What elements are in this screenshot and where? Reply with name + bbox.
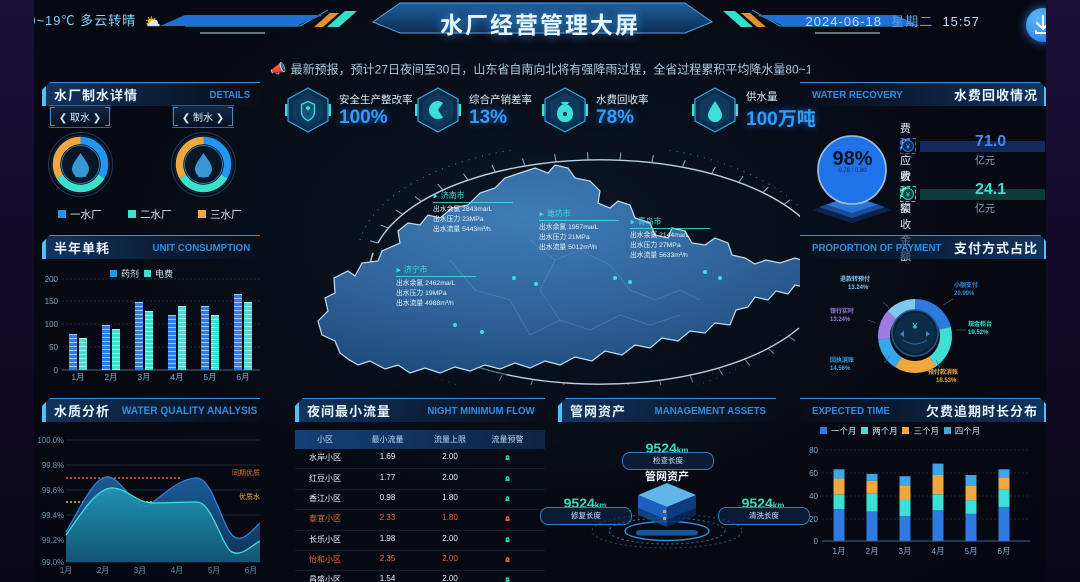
- svg-text:1月: 1月: [832, 546, 845, 556]
- svg-text:5月: 5月: [208, 566, 220, 575]
- svg-text:20.99%: 20.99%: [954, 291, 975, 297]
- svg-text:2月: 2月: [97, 566, 109, 575]
- svg-text:100: 100: [45, 320, 59, 329]
- svg-text:2月: 2月: [865, 546, 878, 556]
- svg-text:13.24%: 13.24%: [830, 317, 851, 323]
- svg-text:20: 20: [809, 515, 818, 524]
- svg-text:200: 200: [45, 275, 59, 284]
- svg-text:100.0%: 100.0%: [38, 436, 65, 445]
- svg-text:0: 0: [814, 537, 819, 546]
- svg-text:18.53%: 18.53%: [936, 378, 957, 384]
- svg-text:退款转预付: 退款转预付: [840, 275, 870, 283]
- svg-text:¥: ¥: [906, 192, 910, 199]
- svg-text:150: 150: [45, 297, 59, 306]
- svg-text:管网资产: 管网资产: [645, 469, 689, 483]
- svg-text:3月: 3月: [134, 566, 146, 575]
- svg-text:99.6%: 99.6%: [42, 486, 64, 495]
- svg-text:同期优质水源: 同期优质水源: [232, 468, 260, 477]
- svg-text:0: 0: [54, 366, 59, 375]
- svg-text:6月: 6月: [245, 566, 257, 575]
- svg-text:50: 50: [49, 343, 58, 352]
- svg-text:银行实时: 银行实时: [830, 307, 854, 315]
- svg-text:13.24%: 13.24%: [848, 285, 869, 291]
- svg-text:40: 40: [809, 492, 818, 501]
- svg-text:14.56%: 14.56%: [830, 366, 851, 372]
- svg-text:预付款消账: 预付款消账: [928, 368, 958, 376]
- svg-text:99.4%: 99.4%: [42, 511, 64, 520]
- svg-text:99.2%: 99.2%: [42, 536, 64, 545]
- svg-text:4月: 4月: [931, 546, 944, 556]
- svg-text:1月: 1月: [60, 566, 72, 575]
- svg-text:3月: 3月: [898, 546, 911, 556]
- svg-text:优质水源: 优质水源: [239, 492, 260, 501]
- svg-text:小额支付: 小额支付: [954, 281, 978, 289]
- svg-text:60: 60: [809, 469, 818, 478]
- svg-text:¥: ¥: [906, 144, 910, 151]
- svg-text:19.52%: 19.52%: [968, 330, 989, 336]
- svg-text:现金柜台: 现金柜台: [968, 320, 992, 328]
- svg-text:6月: 6月: [997, 546, 1010, 556]
- svg-text:5月: 5月: [964, 546, 977, 556]
- svg-text:99.8%: 99.8%: [42, 461, 64, 470]
- svg-text:4月: 4月: [171, 566, 183, 575]
- svg-text:¥: ¥: [911, 321, 918, 331]
- svg-text:80: 80: [809, 446, 818, 455]
- svg-text:回执消账: 回执消账: [830, 356, 854, 364]
